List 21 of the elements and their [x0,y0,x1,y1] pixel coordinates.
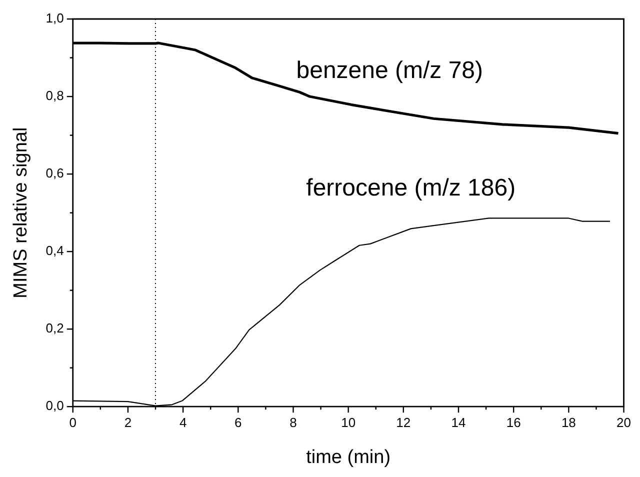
y-tick-label: 0,2 [46,320,64,336]
x-tick-label: 8 [290,414,297,430]
x-axis-title: time (min) [306,446,391,468]
x-tick-label: 18 [561,414,576,430]
x-tick-label: 10 [341,414,356,430]
y-axis-title: MIMS relative signal [10,127,32,298]
x-tick-label: 16 [506,414,521,430]
x-tick-label: 0 [69,414,76,430]
x-tick-label: 12 [396,414,411,430]
y-tick-label: 0,8 [46,88,64,104]
x-tick-label: 20 [616,414,632,430]
y-tick-label: 0,4 [46,243,64,258]
x-tick-label: 6 [234,414,242,430]
series-label: benzene (m/z 78) [296,56,484,84]
x-tick-label: 14 [451,414,466,430]
y-tick-label: 0,6 [46,166,64,181]
x-tick-label: 4 [179,414,187,430]
y-tick-label: 0,0 [46,398,64,414]
y-tick-label: 1,0 [46,10,64,26]
series-label: ferrocene (m/z 186) [306,174,516,202]
x-tick-label: 2 [124,414,132,430]
